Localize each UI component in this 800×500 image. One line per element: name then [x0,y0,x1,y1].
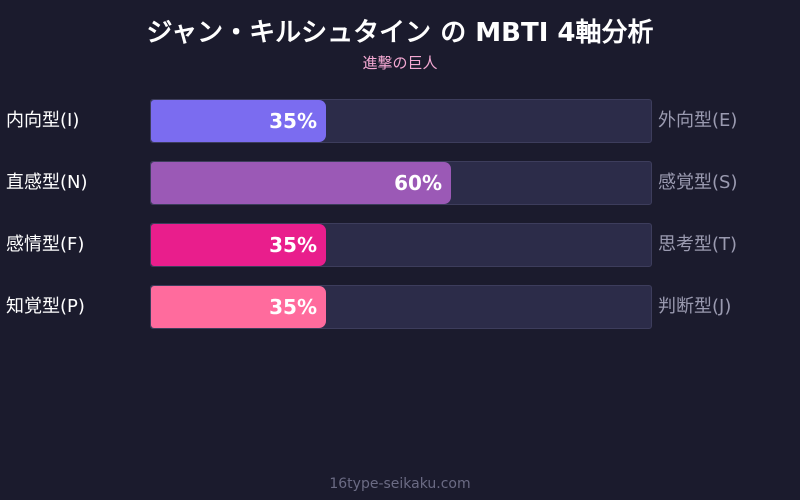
right-axis-label: 判断型(J) [658,296,732,317]
value-label: 60% [394,171,442,195]
left-axis-label: 内向型(I) [6,110,80,131]
right-axis-label: 外向型(E) [658,110,738,131]
value-label: 35% [269,233,317,257]
bar-track: 35% [150,223,652,267]
bar-track: 35% [150,285,652,329]
left-axis-label: 感情型(F) [6,234,85,255]
bar-fill: 35% [151,100,326,142]
axis-row-2: 感情型(F) 35% 思考型(T) [0,223,800,267]
bar-fill: 35% [151,224,326,266]
axis-row-1: 直感型(N) 60% 感覚型(S) [0,161,800,205]
bar-fill: 35% [151,286,326,328]
bar-track: 35% [150,99,652,143]
left-axis-label: 知覚型(P) [6,296,85,317]
right-axis-label: 思考型(T) [658,234,738,255]
chart-title: ジャン・キルシュタイン の MBTI 4軸分析 [146,18,654,48]
right-axis-label: 感覚型(S) [658,172,738,193]
bar-fill: 60% [151,162,451,204]
source-footer: 16type-seikaku.com [329,476,471,492]
value-label: 35% [269,109,317,133]
left-axis-label: 直感型(N) [6,172,88,193]
value-label: 35% [269,295,317,319]
axis-row-0: 内向型(I) 35% 外向型(E) [0,99,800,143]
chart-subtitle: 進撃の巨人 [362,54,438,72]
bar-track: 60% [150,161,652,205]
axis-row-3: 知覚型(P) 35% 判断型(J) [0,285,800,329]
